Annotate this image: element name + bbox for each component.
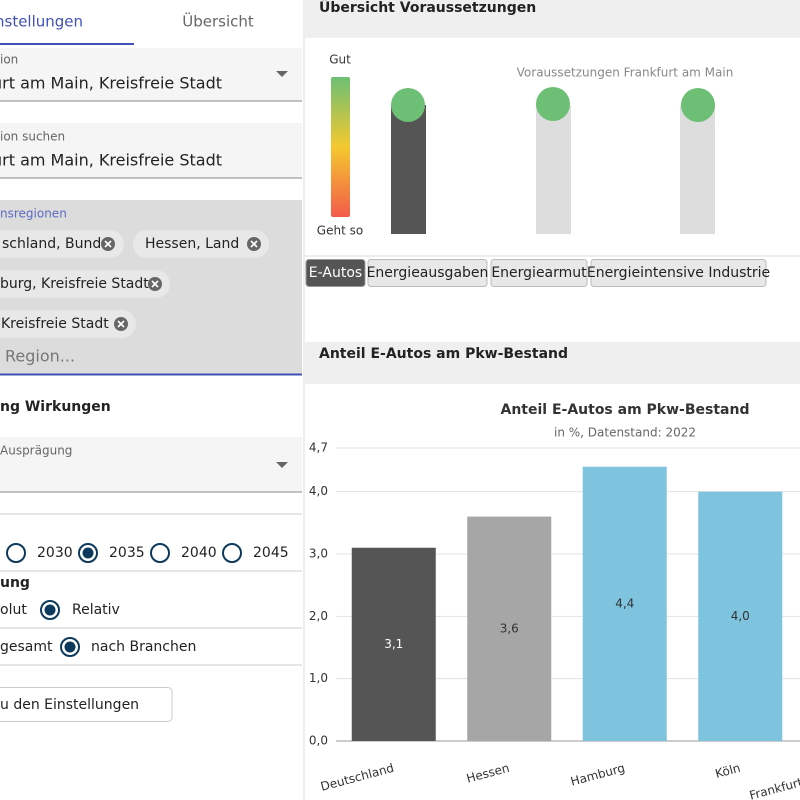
field-value: urt am Main, Kreisfreie Stadt	[0, 74, 222, 93]
chip	[133, 230, 269, 258]
indicator-bar	[680, 105, 715, 234]
button[interactable]	[0, 687, 173, 722]
radio-dot	[44, 604, 56, 616]
bar	[698, 491, 783, 741]
toggle-button[interactable]	[305, 259, 366, 287]
toggle-button[interactable]	[590, 259, 767, 287]
radio-label: 2030	[37, 545, 73, 561]
section-header	[305, 0, 800, 38]
indicator-dot	[681, 88, 715, 122]
chart-subtitle: in %, Datenstand: 2022	[554, 426, 696, 440]
radio-dot	[64, 641, 76, 653]
remove[interactable]	[101, 237, 115, 251]
remove[interactable]	[114, 317, 128, 331]
toggle-button[interactable]	[490, 259, 588, 287]
chart-title: Anteil E-Autos am Pkw-Bestand	[500, 402, 749, 418]
toggle-text: Energieintensive Industrie	[587, 265, 770, 281]
toggle-text: E-Autos	[309, 265, 362, 281]
field-label: Ausprägung	[0, 444, 72, 458]
tab[interactable]: Übersicht	[182, 12, 254, 31]
radio-label: 2040	[181, 545, 217, 561]
radio-label: 2035	[109, 545, 145, 561]
radio-dot	[82, 547, 94, 559]
radio-label: Relativ	[72, 602, 120, 618]
value-label: 3,6	[500, 621, 519, 635]
indicator-dot	[536, 87, 570, 121]
scale-bar	[331, 77, 350, 217]
chip	[0, 270, 170, 298]
value-label: 3,1	[384, 637, 403, 651]
section-header	[305, 342, 800, 384]
y-tick-label: 2,0	[309, 609, 328, 623]
heading: ung	[0, 575, 30, 591]
radio[interactable]	[40, 600, 60, 620]
field-label: nsregionen	[0, 207, 67, 221]
toggle-text: Energieausgaben	[367, 265, 489, 281]
radio-label: olut	[0, 602, 27, 618]
radio[interactable]	[60, 637, 80, 657]
chip-text: Kreisfreie Stadt	[1, 316, 109, 332]
dropdown-arrow	[276, 71, 288, 77]
button-text: u den Einstellungen	[0, 697, 139, 713]
chip-remove-icons	[101, 237, 261, 331]
value-label: 4,4	[615, 596, 634, 610]
radio[interactable]	[6, 543, 26, 563]
y-tick-label: 0,0	[309, 734, 328, 748]
value-label: 4,0	[731, 609, 750, 623]
toggle-text: Energiearmut	[491, 265, 587, 281]
chip	[0, 230, 124, 258]
chip-text: schland, Bund	[2, 236, 101, 252]
chip-text: burg, Kreisfreie Stadt	[0, 276, 149, 292]
radio-label: 2045	[253, 545, 289, 561]
section-title: Übersicht Voraussetzungen	[319, 0, 536, 16]
indicator-dot	[391, 88, 425, 122]
caption: Voraussetzungen Frankfurt am Main	[517, 66, 734, 80]
radio[interactable]	[78, 543, 98, 563]
toggle-button[interactable]	[367, 259, 488, 287]
tab[interactable]: nstellungen	[0, 13, 83, 31]
bar	[351, 547, 436, 741]
y-tick-label: 3,0	[309, 546, 328, 560]
radio-label: gesamt	[0, 639, 53, 655]
field-label: ion	[0, 53, 18, 67]
select-field[interactable]	[0, 437, 302, 492]
bar	[582, 466, 667, 741]
remove[interactable]	[148, 277, 162, 291]
radio-group	[6, 543, 242, 657]
select-field[interactable]	[0, 48, 302, 101]
remove[interactable]	[247, 237, 261, 251]
indicator-bar	[391, 105, 426, 234]
chip	[0, 310, 136, 338]
placeholder[interactable]: Region...	[5, 347, 75, 366]
y-tick-label: 4,0	[309, 484, 328, 498]
y-tick-label: 1,0	[309, 671, 328, 685]
field-value: urt am Main, Kreisfreie Stadt	[0, 151, 222, 170]
section-title: Anteil E-Autos am Pkw-Bestand	[319, 346, 568, 362]
indicator-bar	[536, 105, 571, 234]
radio[interactable]	[150, 543, 170, 563]
radio[interactable]	[222, 543, 242, 563]
heading: ng Wirkungen	[0, 399, 111, 415]
field-label: ion suchen	[0, 130, 65, 144]
chip-text: Hessen, Land	[145, 236, 239, 252]
dropdown-arrow	[276, 462, 288, 468]
scale-label: Gut	[329, 53, 351, 67]
scale-label: Geht so	[317, 224, 363, 238]
search-field[interactable]	[0, 123, 302, 178]
radio-label: nach Branchen	[91, 639, 196, 655]
bar	[467, 516, 552, 741]
x-tick-label: Köln	[714, 761, 742, 781]
y-tick-label: 4,7	[309, 441, 328, 455]
